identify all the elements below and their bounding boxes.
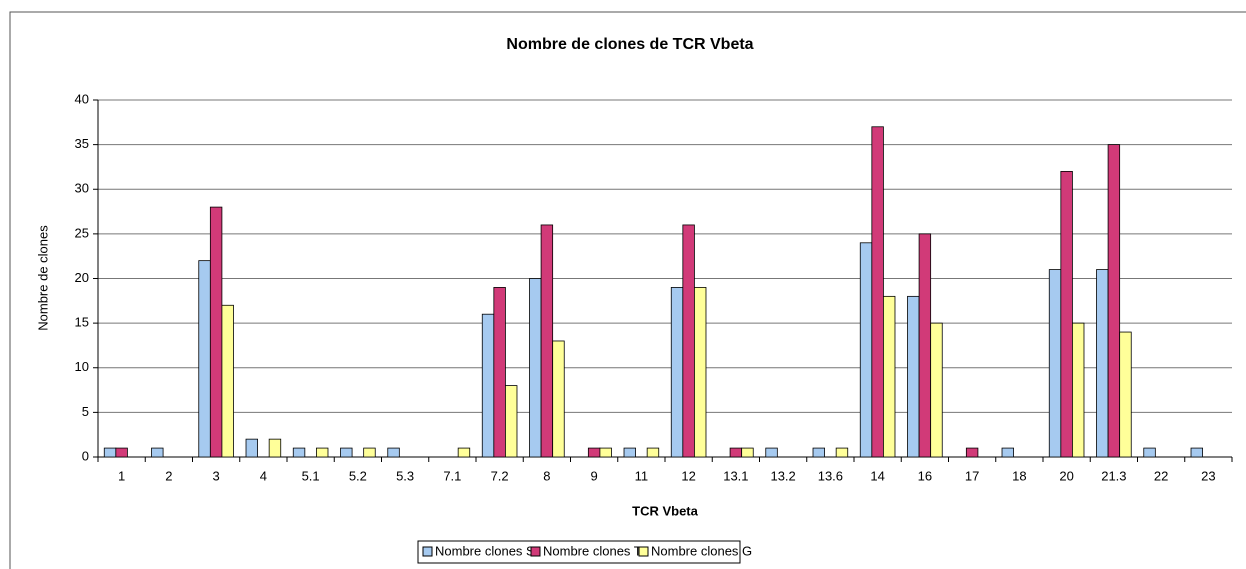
x-tick-label: 23 — [1201, 468, 1215, 483]
bar — [198, 260, 211, 458]
bar — [1048, 269, 1062, 458]
x-tick-label: 16 — [918, 468, 932, 483]
x-tick-label: 9 — [591, 468, 598, 483]
y-tick-label: 15 — [75, 315, 89, 330]
bar — [741, 447, 754, 458]
x-tick-label: 1 — [118, 468, 125, 483]
bar — [245, 438, 258, 458]
x-tick-label: 21.3 — [1101, 468, 1126, 483]
bar — [918, 233, 932, 458]
bar — [316, 447, 329, 458]
legend-swatch — [638, 546, 649, 557]
bar — [765, 447, 778, 458]
x-tick-label: 13.1 — [723, 468, 748, 483]
bar — [646, 447, 660, 458]
bar — [151, 447, 164, 458]
legend-swatch — [530, 546, 541, 557]
bar — [599, 447, 612, 458]
x-tick-label: 11 — [635, 468, 649, 483]
x-tick-label: 12 — [681, 468, 695, 483]
x-tick-label: 5.2 — [349, 468, 367, 483]
bar — [340, 447, 353, 458]
x-tick-label: 4 — [260, 468, 267, 483]
x-axis-label: TCR Vbeta — [632, 503, 699, 518]
x-tick-label: 17 — [965, 468, 979, 483]
bar — [540, 224, 554, 458]
y-tick-label: 30 — [75, 181, 89, 196]
y-tick-label: 20 — [75, 270, 89, 285]
bar — [587, 447, 601, 458]
x-tick-label: 5.3 — [396, 468, 414, 483]
chart-title: Nombre de clones de TCR Vbeta — [506, 36, 753, 53]
bar — [209, 206, 223, 458]
y-tick-label: 10 — [75, 359, 89, 374]
legend-label: Nombre clones T — [543, 543, 642, 558]
legend-swatch — [422, 546, 433, 557]
y-tick-label: 0 — [82, 448, 89, 463]
bar — [930, 322, 943, 458]
bar — [529, 278, 542, 458]
x-tick-label: 7.1 — [443, 468, 461, 483]
legend-box — [417, 540, 741, 564]
bar — [694, 287, 707, 458]
bar — [1060, 170, 1073, 458]
bar — [729, 447, 743, 458]
bar — [1072, 322, 1085, 458]
bar — [965, 447, 979, 458]
x-tick-label: 3 — [213, 468, 220, 483]
bar — [883, 295, 896, 458]
bar — [907, 295, 920, 458]
legend-label: Nombre clones S — [435, 543, 535, 558]
bar — [1107, 144, 1121, 458]
bar — [363, 447, 376, 458]
bar — [1096, 269, 1109, 458]
y-tick-label: 5 — [82, 404, 89, 419]
x-tick-label: 20 — [1059, 468, 1073, 483]
y-tick-label: 25 — [75, 225, 89, 240]
bar — [505, 385, 518, 458]
bar — [835, 447, 849, 458]
y-tick-label: 40 — [75, 91, 89, 106]
bar — [682, 224, 695, 458]
x-tick-label: 22 — [1154, 468, 1168, 483]
x-tick-label: 18 — [1012, 468, 1026, 483]
bar — [859, 242, 873, 458]
x-tick-label: 13.6 — [818, 468, 843, 483]
bar — [221, 304, 234, 458]
bar — [1001, 447, 1014, 458]
bar — [623, 447, 636, 458]
bar — [670, 287, 684, 458]
x-tick-label: 13.2 — [770, 468, 795, 483]
x-tick-label: 8 — [543, 468, 550, 483]
bar — [115, 447, 128, 458]
bar — [1190, 447, 1203, 458]
y-axis-label: Nombre de clones — [35, 225, 50, 331]
bar — [1143, 447, 1156, 458]
bar — [812, 447, 825, 458]
bar — [1119, 331, 1132, 458]
y-tick-label: 35 — [75, 136, 89, 151]
x-tick-label: 2 — [165, 468, 172, 483]
bar — [268, 438, 282, 458]
x-tick-label: 5.1 — [302, 468, 320, 483]
x-tick-label: 14 — [870, 468, 884, 483]
legend-label: Nombre clones G — [651, 543, 752, 558]
x-tick-label: 7.2 — [491, 468, 509, 483]
bar — [552, 340, 565, 458]
bar — [481, 313, 495, 458]
bar — [871, 126, 884, 458]
bar — [103, 447, 117, 458]
bar — [387, 447, 400, 458]
bar — [493, 287, 506, 458]
bar — [292, 447, 306, 458]
bar — [457, 447, 471, 458]
